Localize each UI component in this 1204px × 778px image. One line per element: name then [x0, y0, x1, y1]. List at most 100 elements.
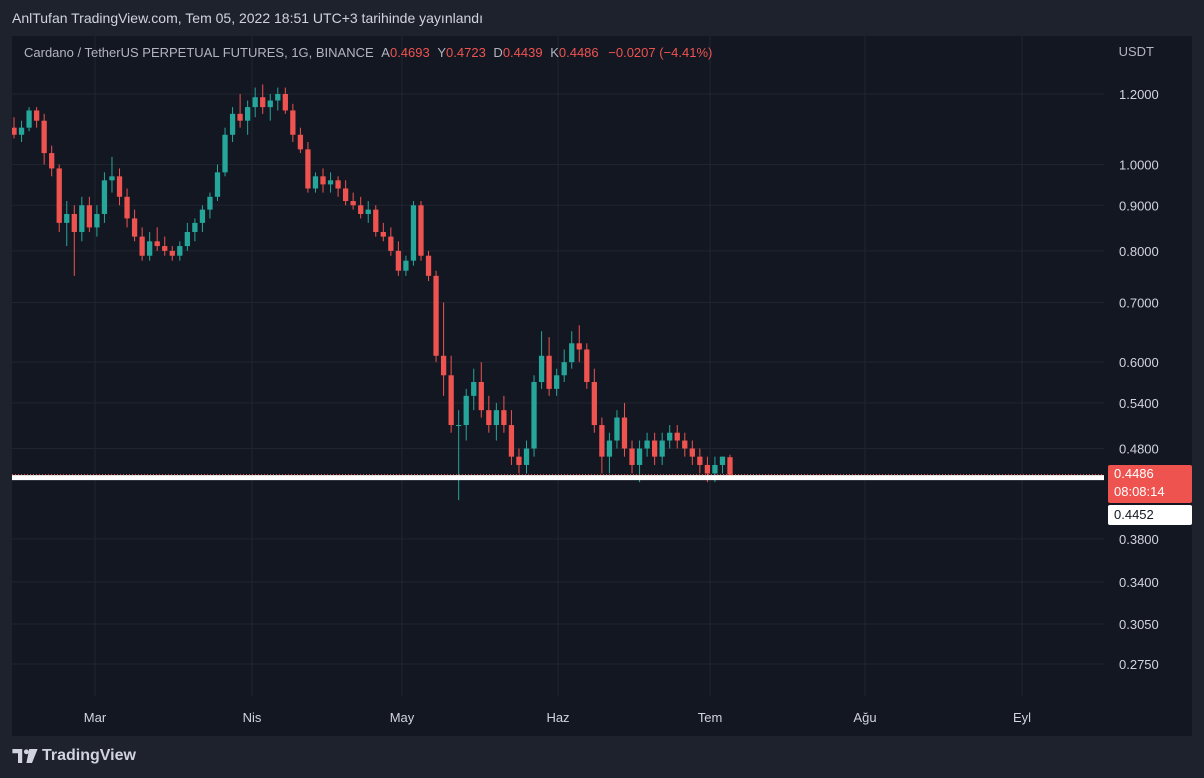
candle-body — [380, 231, 386, 237]
candle-body — [644, 440, 650, 449]
open-value: 0.4693 — [389, 45, 430, 60]
candle-body — [546, 355, 552, 389]
candle — [516, 448, 522, 474]
candle — [86, 196, 93, 232]
candle — [139, 227, 145, 261]
candle — [297, 127, 304, 154]
candle — [576, 325, 582, 363]
chart-legend: Cardano / TetherUS PERPETUAL FUTURES, 1G… — [24, 45, 712, 60]
candle-body — [486, 410, 492, 426]
candle — [131, 209, 138, 242]
tradingview-logo-icon — [12, 749, 38, 763]
y-tick-label: 0.6000 — [1119, 355, 1159, 370]
candle — [538, 331, 545, 389]
candle — [282, 87, 288, 114]
candle — [79, 196, 85, 242]
candle — [101, 172, 108, 223]
candle — [523, 440, 530, 474]
candle — [365, 201, 371, 223]
candle — [12, 117, 17, 139]
candle — [599, 417, 605, 474]
candle — [199, 205, 206, 232]
candle-body — [94, 213, 100, 228]
candle-body — [56, 168, 62, 223]
line-price-tag: 0.4452 — [1108, 505, 1192, 525]
candle — [629, 440, 635, 474]
candle — [403, 255, 409, 276]
candle — [26, 107, 32, 132]
candle-body — [139, 236, 145, 256]
candle-body — [237, 113, 243, 121]
candle — [719, 456, 726, 474]
x-tick-label: Nis — [243, 710, 262, 725]
candle — [71, 205, 77, 276]
candle — [395, 241, 402, 276]
candle-body — [312, 176, 319, 189]
candle — [192, 218, 198, 242]
candle — [682, 432, 688, 457]
bar-countdown: 08:08:14 — [1114, 484, 1165, 499]
y-tick-label: 0.3400 — [1119, 575, 1159, 590]
currency-label: USDT — [1118, 44, 1154, 59]
candle-body — [538, 355, 545, 383]
candle-body — [365, 209, 371, 214]
candle — [508, 410, 515, 465]
candle-body — [373, 209, 379, 232]
candle-body — [689, 448, 695, 457]
candlestick-chart[interactable]: 1.2000 1.0000 0.9000 0.8000 0.7000 0.6000 0.54… — [12, 36, 1192, 736]
candle-body — [433, 275, 439, 356]
candle — [184, 222, 190, 251]
candle-body — [305, 149, 311, 189]
candle — [177, 241, 183, 261]
candle-body — [712, 464, 718, 474]
candle-body — [388, 236, 394, 251]
candle — [327, 172, 334, 193]
candle-body — [463, 395, 469, 426]
candle — [116, 168, 123, 206]
last-price: 0.4486 — [1114, 466, 1154, 481]
candle — [651, 432, 658, 465]
candle-body — [327, 180, 334, 185]
footer: TradingView — [0, 736, 1204, 778]
candle-body — [682, 440, 688, 449]
candle — [18, 120, 25, 142]
candle-body — [471, 382, 477, 396]
y-tick-label: 1.0000 — [1119, 158, 1159, 173]
candle — [614, 410, 620, 449]
candle — [358, 196, 364, 219]
candle-body — [531, 382, 537, 449]
candle-body — [478, 382, 484, 411]
candle-body — [704, 464, 711, 474]
candle — [561, 349, 567, 383]
candle-body — [358, 205, 364, 214]
candle-body — [569, 343, 575, 363]
brand-name: TradingView — [42, 747, 136, 764]
candle — [207, 192, 213, 219]
open-label: A — [381, 45, 390, 60]
y-tick-label: 0.8000 — [1119, 244, 1159, 259]
y-tick-label: 1.2000 — [1119, 87, 1159, 102]
candle — [659, 432, 665, 465]
candle — [260, 84, 266, 114]
candle-body — [207, 196, 213, 210]
chart-area[interactable]: 1.2000 1.0000 0.9000 0.8000 0.7000 0.6000 0.54… — [12, 36, 1192, 736]
candle — [621, 402, 628, 457]
candle — [237, 94, 243, 128]
close-value: 0.4486 — [558, 45, 599, 60]
candle — [124, 188, 130, 228]
candle-body — [147, 241, 153, 256]
candle-body — [267, 100, 273, 108]
candle-body — [252, 97, 258, 108]
candle-body — [350, 201, 356, 206]
candle-body — [109, 176, 115, 181]
candle — [440, 302, 447, 396]
candle-body — [342, 188, 349, 202]
candle-body — [177, 246, 183, 256]
candle — [245, 100, 251, 135]
candle-body — [260, 97, 266, 108]
candle-body — [425, 255, 432, 276]
candle-body — [659, 440, 665, 457]
candle-body — [621, 417, 628, 449]
candle — [667, 425, 673, 449]
y-tick-label: 0.7000 — [1119, 296, 1159, 311]
